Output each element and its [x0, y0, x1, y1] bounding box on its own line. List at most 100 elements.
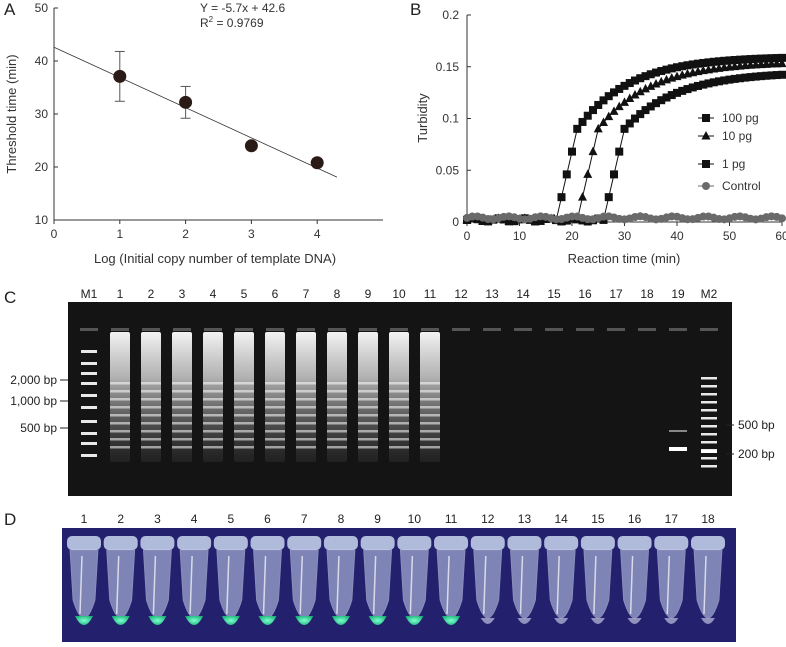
- gel-ladder-band: [701, 465, 717, 468]
- chart-b-marker: [610, 170, 618, 179]
- chart-b-marker: [694, 81, 702, 90]
- gel-ladder-band: [81, 350, 97, 353]
- gel-ladder-band: [358, 430, 378, 433]
- gel-lane-label: 3: [179, 287, 186, 301]
- gel-ladder-band: [234, 382, 254, 385]
- tube: [544, 536, 579, 624]
- tube-highlight: [703, 555, 707, 615]
- gel-lane: [110, 328, 130, 462]
- tube-highlight: [79, 555, 83, 615]
- gel-ladder-band: [701, 441, 717, 444]
- gel-well: [204, 328, 222, 331]
- gel-ladder-band: [81, 394, 97, 397]
- gel-ladder-band: [296, 438, 316, 441]
- gel-smear: [110, 332, 130, 462]
- gel-ladder-band: [265, 430, 285, 433]
- chart-b-marker: [531, 217, 540, 226]
- chart-a-fit-line: [53, 46, 338, 178]
- gel-ladder-band: [234, 446, 254, 449]
- gel-band: [669, 430, 687, 432]
- gel-ladder-band: [203, 382, 223, 385]
- chart-b-marker: [599, 96, 608, 105]
- tube: [470, 536, 505, 624]
- chart-b-marker: [699, 58, 708, 67]
- chart-b-marker: [631, 114, 639, 123]
- tube-highlight: [152, 555, 157, 615]
- gel-lane: [420, 328, 440, 462]
- gel-ladder-band: [296, 422, 316, 425]
- gel-lane-label: 9: [365, 287, 372, 301]
- chart-b-marker: [604, 193, 613, 202]
- gel-ladder-band: [358, 414, 378, 417]
- gel-ladder-band: [141, 406, 161, 409]
- gel-ladder-band: [296, 398, 316, 401]
- tube-liquid: [590, 618, 605, 624]
- tube-highlight: [336, 555, 340, 615]
- chart-b-marker: [778, 70, 786, 79]
- gel-well: [111, 328, 129, 331]
- chart-b-legend-label: 10 pg: [722, 129, 752, 143]
- tube-liquid: [554, 618, 569, 624]
- tube-body: [656, 549, 686, 619]
- gel-well: [669, 328, 687, 331]
- chart-b-marker: [730, 74, 739, 83]
- gel-lane: [576, 328, 594, 331]
- gel-ladder-band: [110, 390, 130, 393]
- gel-ladder-band: [389, 398, 409, 401]
- chart-b-marker: [641, 106, 650, 115]
- chart-b-marker: [620, 81, 629, 90]
- gel-ladder-band: [110, 438, 130, 441]
- chart-b-marker: [720, 76, 729, 85]
- gel-lane: [669, 328, 687, 451]
- tube: [103, 536, 138, 625]
- tube-cap: [654, 536, 689, 550]
- chart-b-marker: [625, 93, 635, 102]
- chart-b-marker: [657, 96, 666, 105]
- gel-ladder-band: [172, 446, 192, 449]
- gel-ladder-band: [81, 362, 97, 365]
- gel-band: [669, 447, 687, 451]
- chart-b-marker: [594, 100, 603, 109]
- gel-ladder-band: [358, 382, 378, 385]
- tube-highlight: [372, 555, 377, 615]
- tube-cap: [67, 536, 101, 550]
- gel-well: [607, 328, 625, 331]
- tube: [250, 536, 285, 625]
- gel-ladder-band: [172, 390, 192, 393]
- gel-right-marker-label: 500 bp: [738, 418, 775, 432]
- gel-ladder-band: [234, 406, 254, 409]
- chart-b-marker: [657, 67, 666, 76]
- gel-lane: [545, 328, 563, 331]
- chart-b-xlabel: Reaction time (min): [568, 251, 681, 266]
- chart-b-marker: [709, 57, 718, 66]
- gel-ladder-band: [358, 398, 378, 401]
- tube-fluorescence: [331, 616, 350, 625]
- chart-b-marker: [625, 79, 634, 88]
- chart-b-marker: [694, 59, 702, 68]
- chart-b-marker: [778, 53, 786, 62]
- tube-label: 9: [374, 512, 381, 526]
- gel-ladder-band: [296, 446, 316, 449]
- chart-a-ytick-label: 10: [35, 213, 49, 227]
- chart-b-marker: [741, 73, 750, 82]
- chart-b-marker: [730, 56, 739, 65]
- chart-b-marker: [702, 182, 710, 190]
- tube-cap: [434, 536, 469, 550]
- gel-well: [80, 328, 98, 331]
- gel-ladder-band: [296, 414, 316, 417]
- tube: [397, 536, 432, 625]
- chart-b-marker: [736, 55, 744, 64]
- chart-b-ytick-label: 0: [452, 215, 459, 229]
- chart-b-marker: [646, 70, 655, 79]
- tube: [177, 536, 212, 625]
- tubes-image: 1 2 3 4 5 6 7 8 9 10 11 12 13 14 15 16 17 18: [62, 512, 736, 642]
- gel-ladder-band: [141, 398, 161, 401]
- gel-ladder-band: [327, 398, 347, 401]
- chart-b-marker: [667, 64, 676, 73]
- gel-ladder-band: [110, 446, 130, 449]
- tube-cap: [397, 536, 432, 550]
- tube-body: [473, 549, 503, 619]
- tube-fluorescence: [405, 616, 424, 625]
- chart-b-ytick-label: 0.05: [436, 163, 460, 177]
- chart-a-r2-r: R: [200, 16, 209, 30]
